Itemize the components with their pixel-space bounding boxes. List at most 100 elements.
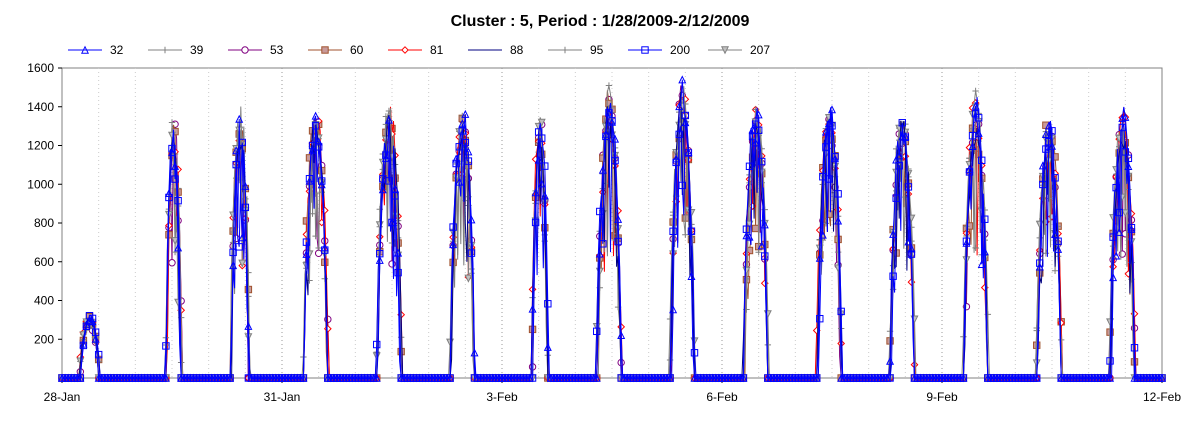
legend-item-88: 88 (468, 43, 524, 57)
data-point (381, 153, 390, 162)
data-point (458, 119, 467, 128)
data-point (898, 119, 906, 127)
data-point (687, 227, 696, 235)
data-point (901, 132, 910, 141)
data-point (1112, 251, 1121, 260)
x-tick-label: 6-Feb (706, 390, 738, 404)
data-point (907, 244, 916, 253)
data-point (757, 241, 766, 250)
data-point (824, 119, 833, 128)
data-point (76, 373, 85, 382)
data-point (971, 101, 980, 110)
data-point (1044, 121, 1053, 130)
data-point (1057, 336, 1065, 344)
data-point (614, 237, 622, 246)
data-point (672, 154, 681, 163)
legend-item-39: 39 (148, 43, 204, 57)
data-point (1109, 273, 1118, 282)
data-point (977, 259, 986, 268)
legend-label: 60 (350, 43, 364, 57)
data-point (684, 147, 693, 156)
data-point (834, 190, 842, 198)
data-point (889, 272, 897, 280)
data-point (232, 146, 241, 155)
data-point (1127, 224, 1136, 233)
data-point (745, 162, 754, 171)
data-point (761, 252, 769, 260)
legend-swatch-marker (80, 45, 90, 54)
legend-item-32: 32 (68, 43, 124, 57)
data-point (892, 194, 900, 202)
data-point (745, 232, 754, 241)
data-point (611, 134, 620, 143)
data-point (372, 373, 381, 382)
data-point (317, 180, 326, 189)
x-tick-label: 12-Feb (1143, 390, 1181, 404)
y-tick-label: 800 (34, 216, 54, 230)
legend-label: 200 (670, 43, 690, 57)
data-point (962, 238, 971, 247)
legend-label: 81 (430, 43, 444, 57)
x-tick-label: 31-Jan (264, 390, 301, 404)
x-tick-label: 3-Feb (486, 390, 518, 404)
data-point (959, 373, 968, 382)
data-point (455, 177, 464, 186)
series-layer (57, 75, 1167, 383)
data-point (385, 177, 393, 185)
data-point (666, 373, 675, 382)
data-point (378, 185, 387, 194)
data-point (1042, 250, 1050, 257)
data-point (1112, 183, 1120, 192)
data-point (373, 340, 381, 349)
data-point (168, 119, 176, 126)
y-axis: 200 400 600 800 1000 1200 1400 1600 (27, 61, 62, 346)
data-point (537, 179, 546, 188)
data-point (1118, 250, 1126, 258)
data-point (452, 154, 461, 163)
data-point (1106, 357, 1114, 365)
data-point (758, 157, 766, 166)
legend-swatch-marker (641, 46, 649, 54)
data-point (968, 142, 977, 151)
data-point (241, 181, 250, 190)
data-point (244, 321, 253, 330)
data-point (378, 158, 387, 167)
data-point (1054, 244, 1063, 253)
data-point (534, 155, 543, 164)
data-point (164, 188, 173, 197)
data-point (1124, 161, 1133, 170)
data-point (596, 207, 604, 216)
data-point (764, 341, 772, 349)
legend-item-53: 53 (228, 43, 284, 57)
data-point (168, 259, 176, 267)
data-point (980, 247, 989, 256)
data-point (1032, 373, 1041, 382)
data-point (312, 232, 319, 240)
legend: 32 39 53 60 81 88 95 200 207 (68, 43, 770, 57)
data-point (607, 117, 617, 126)
data-point (226, 373, 235, 382)
data-point (1121, 112, 1130, 121)
data-point (1051, 174, 1059, 182)
data-point (978, 156, 986, 165)
data-point (812, 373, 821, 382)
data-point (1051, 229, 1060, 239)
data-point (528, 304, 537, 313)
legend-item-81: 81 (388, 43, 444, 57)
data-point (387, 218, 397, 227)
legend-swatch-marker (561, 46, 569, 54)
data-point (816, 314, 824, 323)
data-point (531, 188, 540, 197)
data-point (538, 134, 546, 142)
data-point (79, 339, 88, 348)
data-point (1121, 209, 1130, 218)
data-point (827, 105, 837, 114)
data-point (1038, 161, 1047, 170)
data-point (892, 155, 901, 164)
data-point (229, 248, 237, 257)
data-point (375, 255, 384, 264)
data-point (302, 238, 311, 246)
legend-swatch-marker (241, 46, 249, 54)
data-point (320, 243, 329, 252)
